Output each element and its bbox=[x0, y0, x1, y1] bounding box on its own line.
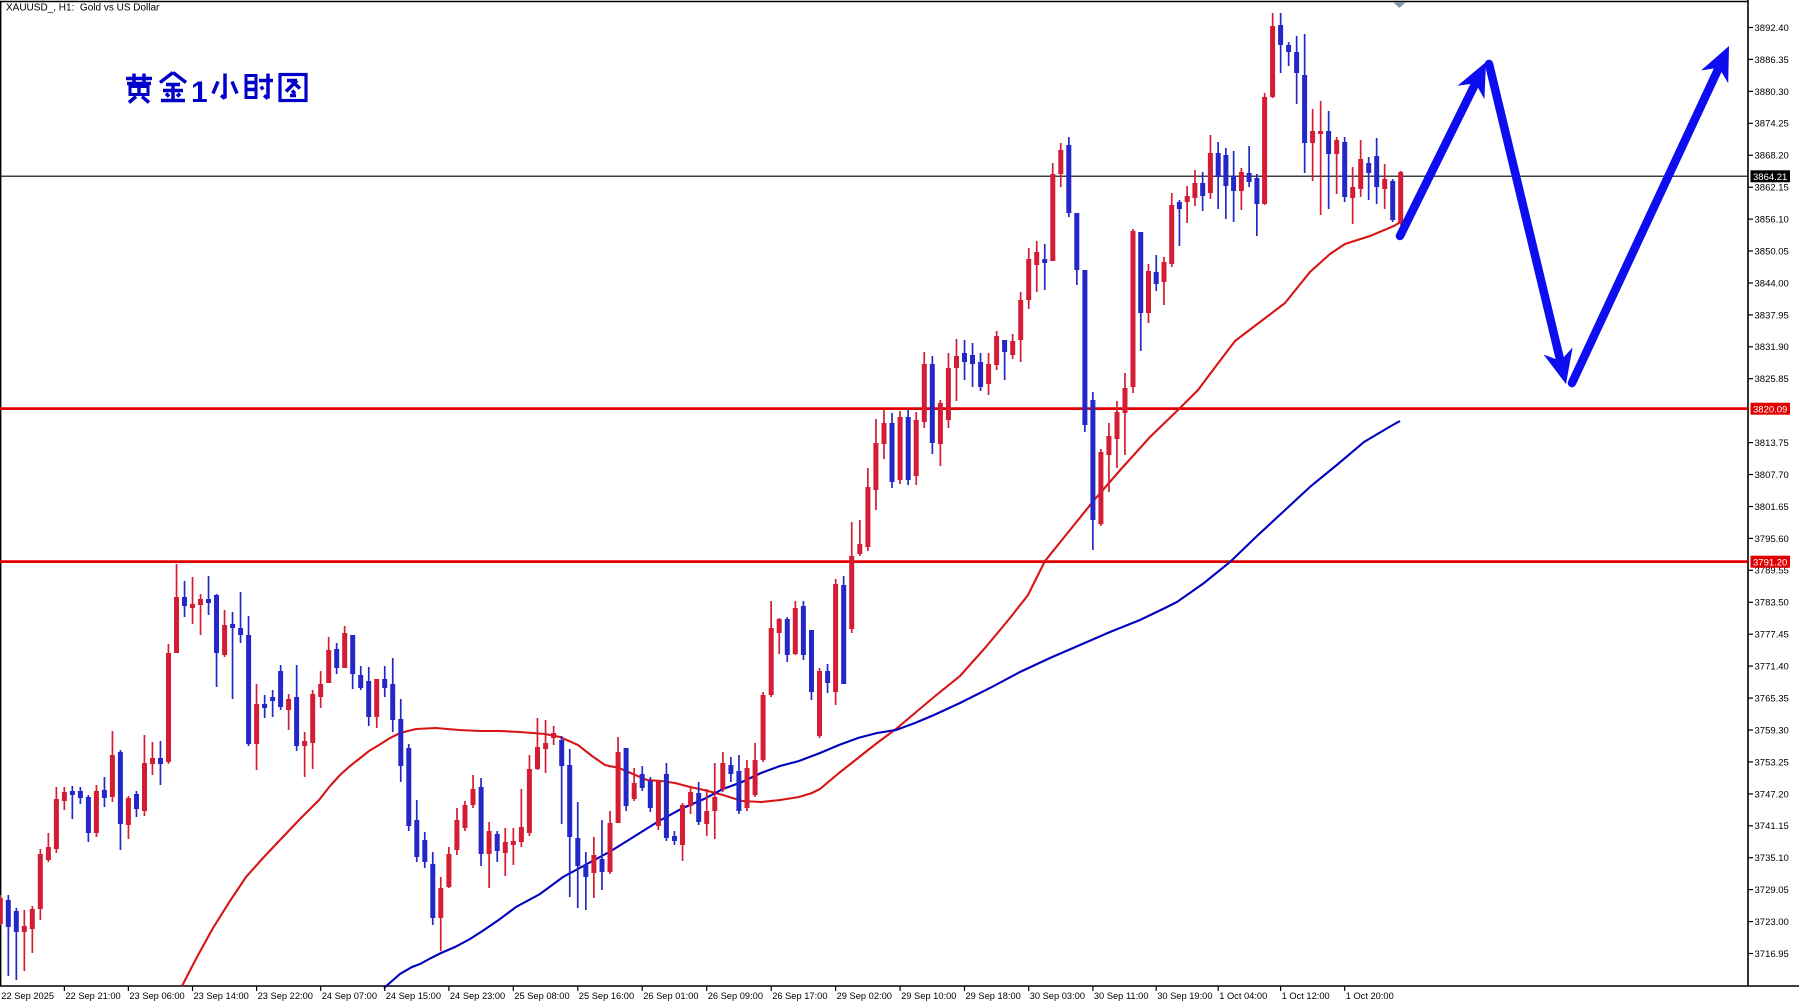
svg-text:3844.00: 3844.00 bbox=[1755, 278, 1789, 289]
svg-text:24 Sep 23:00: 24 Sep 23:00 bbox=[450, 991, 505, 1001]
svg-text:3850.05: 3850.05 bbox=[1755, 246, 1789, 257]
svg-text:3807.70: 3807.70 bbox=[1755, 470, 1789, 481]
svg-text:3868.20: 3868.20 bbox=[1755, 151, 1789, 162]
svg-text:24 Sep 07:00: 24 Sep 07:00 bbox=[322, 991, 377, 1001]
svg-text:3753.25: 3753.25 bbox=[1755, 757, 1789, 768]
svg-text:3723.00: 3723.00 bbox=[1755, 917, 1789, 928]
svg-text:30 Sep 19:00: 30 Sep 19:00 bbox=[1157, 991, 1212, 1001]
svg-text:23 Sep 14:00: 23 Sep 14:00 bbox=[194, 991, 249, 1001]
svg-text:29 Sep 10:00: 29 Sep 10:00 bbox=[901, 991, 956, 1001]
svg-text:30 Sep 11:00: 30 Sep 11:00 bbox=[1094, 991, 1149, 1001]
svg-text:3789.55: 3789.55 bbox=[1755, 566, 1789, 577]
svg-text:3765.35: 3765.35 bbox=[1755, 694, 1789, 705]
svg-text:26 Sep 17:00: 26 Sep 17:00 bbox=[772, 991, 827, 1001]
svg-text:26 Sep 01:00: 26 Sep 01:00 bbox=[643, 991, 698, 1001]
svg-text:3820.09: 3820.09 bbox=[1753, 404, 1787, 415]
svg-text:3864.21: 3864.21 bbox=[1753, 172, 1787, 183]
svg-text:1 Oct 04:00: 1 Oct 04:00 bbox=[1219, 991, 1267, 1001]
svg-text:3791.20: 3791.20 bbox=[1753, 557, 1787, 568]
svg-text:1: 1 bbox=[191, 76, 208, 109]
svg-text:3795.60: 3795.60 bbox=[1755, 534, 1789, 545]
svg-text:3892.40: 3892.40 bbox=[1755, 23, 1789, 34]
svg-text:1 Oct 12:00: 1 Oct 12:00 bbox=[1282, 991, 1330, 1001]
svg-text:3783.50: 3783.50 bbox=[1755, 598, 1789, 609]
svg-text:3886.35: 3886.35 bbox=[1755, 55, 1789, 66]
svg-text:1 Oct 20:00: 1 Oct 20:00 bbox=[1346, 991, 1394, 1001]
svg-text:3759.30: 3759.30 bbox=[1755, 725, 1789, 736]
svg-text:22 Sep 2025: 22 Sep 2025 bbox=[1, 991, 54, 1001]
svg-text:3813.75: 3813.75 bbox=[1755, 438, 1789, 449]
svg-text:23 Sep 22:00: 23 Sep 22:00 bbox=[258, 991, 313, 1001]
svg-text:3747.20: 3747.20 bbox=[1755, 789, 1789, 800]
svg-text:3831.90: 3831.90 bbox=[1755, 342, 1789, 353]
svg-text:3777.45: 3777.45 bbox=[1755, 630, 1789, 641]
svg-text:22 Sep 21:00: 22 Sep 21:00 bbox=[65, 991, 120, 1001]
svg-text:23 Sep 06:00: 23 Sep 06:00 bbox=[129, 991, 184, 1001]
svg-text:3837.95: 3837.95 bbox=[1755, 310, 1789, 321]
svg-text:24 Sep 15:00: 24 Sep 15:00 bbox=[386, 991, 441, 1001]
svg-text:3856.10: 3856.10 bbox=[1755, 215, 1789, 226]
svg-text:3801.65: 3801.65 bbox=[1755, 502, 1789, 513]
svg-text:3741.15: 3741.15 bbox=[1755, 821, 1789, 832]
svg-text:XAUUSD_, H1: Gold vs US Dolla: XAUUSD_, H1: Gold vs US Dollar bbox=[6, 3, 160, 14]
svg-text:3771.40: 3771.40 bbox=[1755, 662, 1789, 673]
svg-text:26 Sep 09:00: 26 Sep 09:00 bbox=[708, 991, 763, 1001]
svg-text:3729.05: 3729.05 bbox=[1755, 885, 1789, 896]
svg-text:25 Sep 16:00: 25 Sep 16:00 bbox=[579, 991, 634, 1001]
svg-text:29 Sep 18:00: 29 Sep 18:00 bbox=[966, 991, 1021, 1001]
svg-text:3735.10: 3735.10 bbox=[1755, 853, 1789, 864]
svg-text:3862.15: 3862.15 bbox=[1755, 183, 1789, 194]
svg-text:3825.85: 3825.85 bbox=[1755, 374, 1789, 385]
svg-text:3874.25: 3874.25 bbox=[1755, 119, 1789, 130]
svg-text:3716.95: 3716.95 bbox=[1755, 949, 1789, 960]
svg-text:3880.30: 3880.30 bbox=[1755, 87, 1789, 98]
svg-text:25 Sep 08:00: 25 Sep 08:00 bbox=[514, 991, 569, 1001]
svg-text:29 Sep 02:00: 29 Sep 02:00 bbox=[837, 991, 892, 1001]
svg-text:30 Sep 03:00: 30 Sep 03:00 bbox=[1030, 991, 1085, 1001]
